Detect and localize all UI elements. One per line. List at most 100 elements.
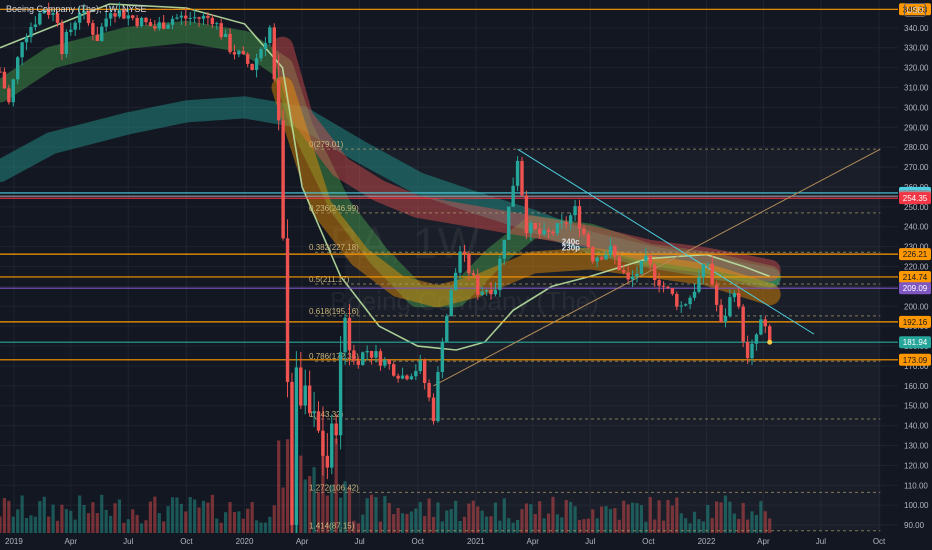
volume-bar	[684, 518, 688, 533]
volume-bar	[20, 495, 24, 533]
time-tick-label: Apr	[296, 537, 309, 546]
candle-body	[95, 34, 100, 42]
candle-body	[427, 383, 431, 398]
volume-bar	[754, 514, 759, 533]
horizontal-levels[interactable]	[0, 8, 898, 361]
time-tick-label: Jul	[123, 537, 133, 546]
candle-body	[564, 222, 568, 224]
candle-body	[303, 385, 307, 406]
trendlines[interactable]	[433, 148, 881, 387]
candle-body	[86, 10, 91, 24]
candle-body	[533, 222, 537, 229]
candle-body	[20, 42, 24, 58]
candle-body	[126, 15, 130, 19]
candle-body	[431, 397, 436, 422]
volume-bar	[206, 502, 210, 533]
candle-body	[0, 71, 2, 73]
volume-bar	[47, 516, 51, 533]
candle-body	[2, 71, 7, 89]
volume-bar	[396, 508, 400, 533]
annotation-label: 240c	[562, 238, 580, 247]
price-tick-label: 170.00	[904, 362, 929, 371]
candle-body	[334, 423, 338, 436]
annotation-label: 230p	[562, 244, 580, 253]
currency-badge[interactable]: USD	[904, 3, 926, 17]
candle-body	[343, 317, 347, 353]
candle-body	[113, 13, 117, 17]
candle-body	[706, 263, 710, 265]
price-tick-label: 270.00	[904, 163, 929, 172]
volume-bar	[440, 521, 444, 533]
volume-bar	[219, 522, 223, 533]
price-tick-label: 290.00	[904, 123, 929, 132]
time-axis-background[interactable]	[0, 533, 932, 550]
volume-bar	[418, 502, 422, 533]
candle-body	[573, 206, 577, 216]
volume-bar	[157, 513, 161, 533]
candle-body	[51, 13, 55, 15]
volume-bar	[369, 494, 374, 533]
volume-bar	[414, 508, 418, 533]
price-level-badge	[899, 336, 931, 349]
volume-bar	[480, 510, 484, 533]
time-tick-label: 2022	[698, 537, 716, 546]
volume-bar	[334, 438, 338, 533]
candle-body	[201, 15, 206, 19]
candle-body	[7, 88, 11, 103]
candle-body	[294, 367, 299, 525]
volume-bar	[768, 518, 772, 533]
candle-body	[688, 297, 692, 305]
candle-body	[108, 13, 113, 19]
candle-body	[608, 245, 613, 255]
time-tick-label: Oct	[411, 537, 424, 546]
volume-bar	[723, 495, 728, 533]
candle-body	[555, 222, 560, 234]
volume-bar	[100, 494, 104, 533]
trendline[interactable]	[517, 148, 815, 335]
time-tick-label: 2019	[5, 537, 23, 546]
fib-level-label: 0.786(172.36)	[309, 352, 359, 361]
volume-bar	[569, 501, 573, 533]
price-level-badge	[899, 192, 931, 205]
volume-bar	[467, 503, 471, 533]
volume-bar	[608, 508, 613, 533]
price-tick-label: 250.00	[904, 203, 929, 212]
fibonacci-levels: 0(279.01) 0.236(246.99) 0.382(227.18) 0.5(2…	[309, 140, 881, 532]
candle-body	[223, 33, 228, 37]
volume-bar	[16, 509, 20, 533]
volume-bar	[299, 455, 303, 533]
volume-bar	[91, 502, 95, 533]
volume-bar	[197, 507, 201, 533]
volume-bar	[325, 495, 329, 533]
time-tick-label: Jul	[816, 537, 826, 546]
volume-bar	[701, 521, 705, 533]
volume-bar	[485, 516, 489, 533]
volume-bar	[356, 523, 360, 533]
symbol-title[interactable]: Boeing Company (The), 1W, NYSE	[6, 4, 147, 14]
candle-body	[484, 290, 489, 292]
time-tick-label: Jul	[585, 537, 595, 546]
trendline[interactable]	[433, 148, 881, 387]
volume-bar	[577, 520, 582, 533]
volume-bar	[507, 518, 511, 533]
volume-bar	[361, 514, 365, 533]
volume-bar	[38, 501, 42, 533]
candle-body	[732, 293, 737, 298]
candle-body	[365, 350, 369, 353]
volume-bar	[617, 519, 621, 533]
volume-bar	[471, 500, 475, 533]
candle-body	[347, 317, 352, 351]
volume-bar	[78, 495, 82, 533]
candle-body	[166, 24, 170, 29]
volume-bar	[759, 500, 763, 533]
candle-body	[197, 17, 201, 19]
time-tick-label: Apr	[757, 537, 770, 546]
fib-level-label: 1(143.32)	[309, 410, 344, 419]
volume-bar	[573, 506, 577, 533]
candle-body	[480, 291, 484, 295]
candle-body	[144, 17, 148, 23]
candle-body	[422, 360, 427, 384]
volume-bar	[228, 502, 232, 533]
volume-bar	[215, 518, 219, 533]
